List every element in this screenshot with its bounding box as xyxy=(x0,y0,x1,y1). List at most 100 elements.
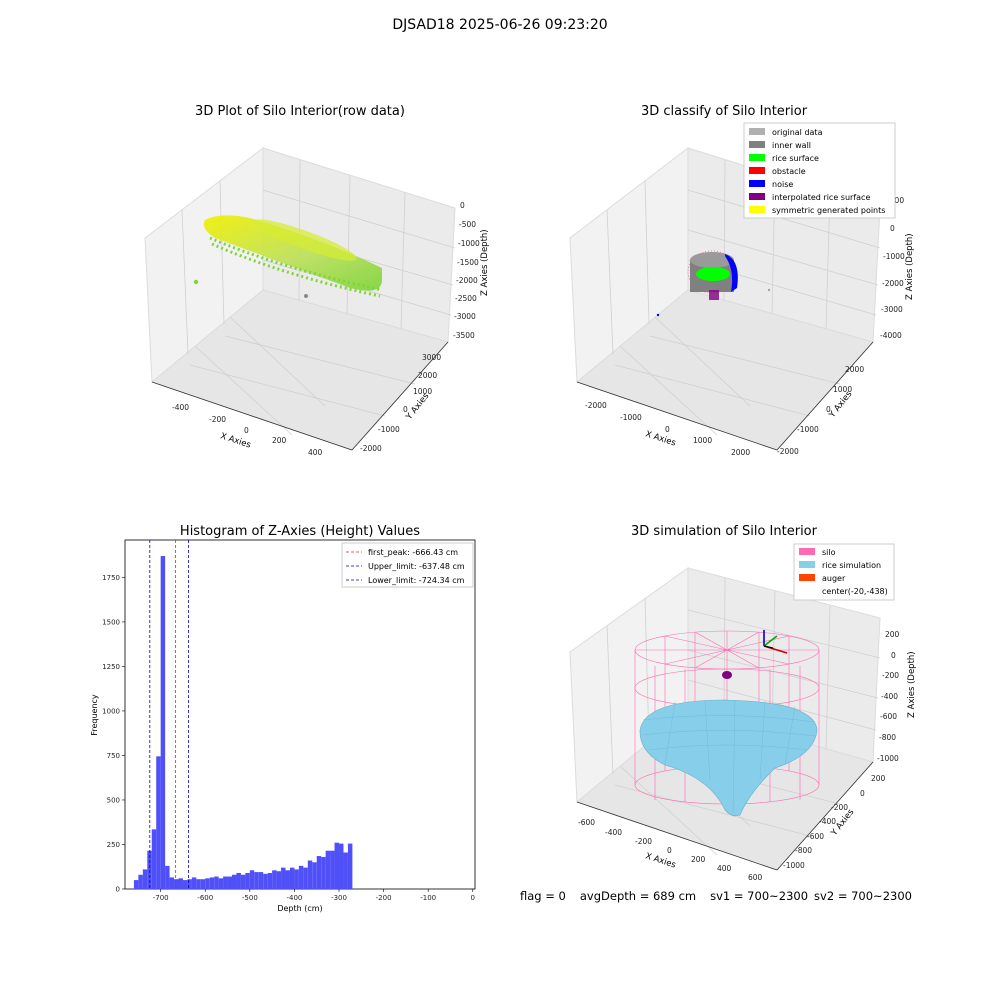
status-line: flag = 0 avgDepth = 689 cm sv1 = 700~2300 s… xyxy=(520,889,926,903)
histogram-bar xyxy=(187,879,192,889)
raw-xtick: 400 xyxy=(308,448,323,457)
simulation-ytick: -1000 xyxy=(783,861,805,870)
histogram-bar xyxy=(138,874,143,889)
legend-swatch xyxy=(749,193,765,200)
raw-ztick: -1000 xyxy=(458,239,480,248)
simulation-xtick: 200 xyxy=(691,855,706,864)
histogram-bar xyxy=(191,877,197,889)
simulation-xtick: 0 xyxy=(667,846,672,855)
raw-xtick: -200 xyxy=(209,415,226,424)
simulation-plot-title: 3D simulation of Silo Interior xyxy=(631,524,817,539)
histogram-bar xyxy=(339,843,344,889)
classify-xtick: -2000 xyxy=(585,401,607,410)
histogram-y-tick-label: 1500 xyxy=(102,618,120,626)
histogram-x-ticks: -700 -600 -500 -400 -300 -200 -100 0 xyxy=(153,889,475,902)
legend-swatch xyxy=(749,141,765,148)
classify-ztick: -3000 xyxy=(881,305,903,314)
legend-entry: rice surface xyxy=(772,154,819,163)
classify-x-axis-label: X Axies xyxy=(644,429,677,448)
simulation-ytick: -600 xyxy=(807,832,824,841)
classify-plot-title: 3D classify of Silo Interior xyxy=(640,104,808,119)
classify-ztick: -1000 xyxy=(883,252,905,261)
histogram-x-tick-label: -400 xyxy=(286,894,302,902)
histogram-x-tick-label: 0 xyxy=(471,894,475,902)
classify-ytick: 0 xyxy=(826,405,831,414)
simulation-ytick: -800 xyxy=(795,846,812,855)
histogram-bar xyxy=(254,872,259,889)
classify-z-axis-label: Z Axies (Depth) xyxy=(905,233,915,300)
legend-swatch xyxy=(799,574,815,581)
legend-swatch xyxy=(749,128,765,135)
histogram-y-tick-label: 1000 xyxy=(102,707,120,715)
simulation-ztick: -600 xyxy=(880,712,897,721)
classify-legend: original data inner wall rice surface obsta… xyxy=(743,122,896,219)
histogram-y-tick-label: 750 xyxy=(107,752,120,760)
histogram-y-axis-label: Frequency xyxy=(90,694,99,736)
histogram-bar xyxy=(276,871,282,889)
histogram-chart: -700 -600 -500 -400 -300 -200 -100 0 0 250 500 750… xyxy=(90,539,476,913)
raw-y-axis-line xyxy=(351,341,449,451)
raw-outlier-point xyxy=(304,294,308,298)
legend-frame xyxy=(743,122,896,219)
center-axis-triad xyxy=(763,630,788,654)
raw-ytick: 2000 xyxy=(418,371,437,380)
avg-depth-status: avgDepth = 689 cm xyxy=(579,889,697,903)
legend-entry: rice simulation xyxy=(822,561,881,570)
classify-xtick: 2000 xyxy=(731,448,750,457)
simulation-tick-labels: -600 -400 -200 0 200 400 600 -1000 -800 … xyxy=(578,630,900,880)
histogram-x-axis-label: Depth (cm) xyxy=(277,904,322,913)
sv1-status: sv1 = 700~2300 xyxy=(710,889,809,903)
histogram-y-tick-label: 1750 xyxy=(102,574,120,582)
histogram-bar xyxy=(330,850,335,889)
raw-ytick: 0 xyxy=(403,405,408,414)
histogram-bar xyxy=(156,756,161,889)
histogram-bar xyxy=(272,870,277,889)
raw-ztick: -1500 xyxy=(457,258,479,267)
legend-entry: Lower_limit: -724.34 cm xyxy=(368,576,465,585)
histogram-reference-lines xyxy=(149,540,189,889)
classify-tick-labels: -2000 -1000 0 1000 2000 -2000 -1000 0 10… xyxy=(585,196,905,457)
simulation-ztick: -800 xyxy=(879,733,896,742)
histogram-bar xyxy=(334,842,340,889)
legend-entry: original data xyxy=(772,128,823,137)
legend-swatch xyxy=(799,548,815,555)
raw-ytick: -1000 xyxy=(378,425,400,434)
histogram-bar xyxy=(294,869,299,889)
raw-ztick: -2000 xyxy=(456,276,478,285)
histogram-legend: first_peak: -666.43 cm Upper_limit: -637.… xyxy=(341,542,474,588)
histogram-bars xyxy=(133,556,353,889)
histogram-bar xyxy=(343,852,348,889)
histogram-bar xyxy=(200,879,206,889)
simulation-ztick: -400 xyxy=(881,692,898,701)
histogram-x-tick-label: -600 xyxy=(197,894,213,902)
histogram-x-tick-label: -200 xyxy=(376,894,392,902)
raw-xtick: -400 xyxy=(172,403,189,412)
classify-scatter-points xyxy=(656,250,771,317)
histogram-x-tick-label: -300 xyxy=(331,894,347,902)
legend-swatch xyxy=(749,180,765,187)
histogram-bar xyxy=(227,876,233,889)
histogram-bar xyxy=(303,867,308,889)
flag-status: flag = 0 xyxy=(520,889,566,903)
histogram-bar xyxy=(196,879,201,889)
histogram-bar xyxy=(289,867,295,889)
raw-ytick: 3000 xyxy=(422,353,441,362)
legend-frame xyxy=(341,542,474,588)
simulation-xtick: -600 xyxy=(578,818,595,827)
simulation-legend: silo rice simulation auger center(-20,-438) xyxy=(793,543,895,601)
histogram-bar xyxy=(165,865,170,889)
histogram-bar xyxy=(258,872,264,889)
histogram-bar xyxy=(312,862,317,889)
histogram-bar xyxy=(307,860,313,889)
histogram-bar xyxy=(147,850,152,889)
legend-entry: auger xyxy=(822,574,846,583)
legend-entry: silo xyxy=(822,548,836,557)
histogram-x-tick-label: -700 xyxy=(153,894,169,902)
raw-xtick: 200 xyxy=(272,436,287,445)
simulation-ztick: 0 xyxy=(891,651,896,660)
legend-entry: obstacle xyxy=(772,167,806,176)
histogram-bar xyxy=(151,829,157,889)
legend-swatch xyxy=(749,167,765,174)
histogram-x-tick-label: -500 xyxy=(242,894,258,902)
classify-ztick: -4000 xyxy=(880,331,902,340)
